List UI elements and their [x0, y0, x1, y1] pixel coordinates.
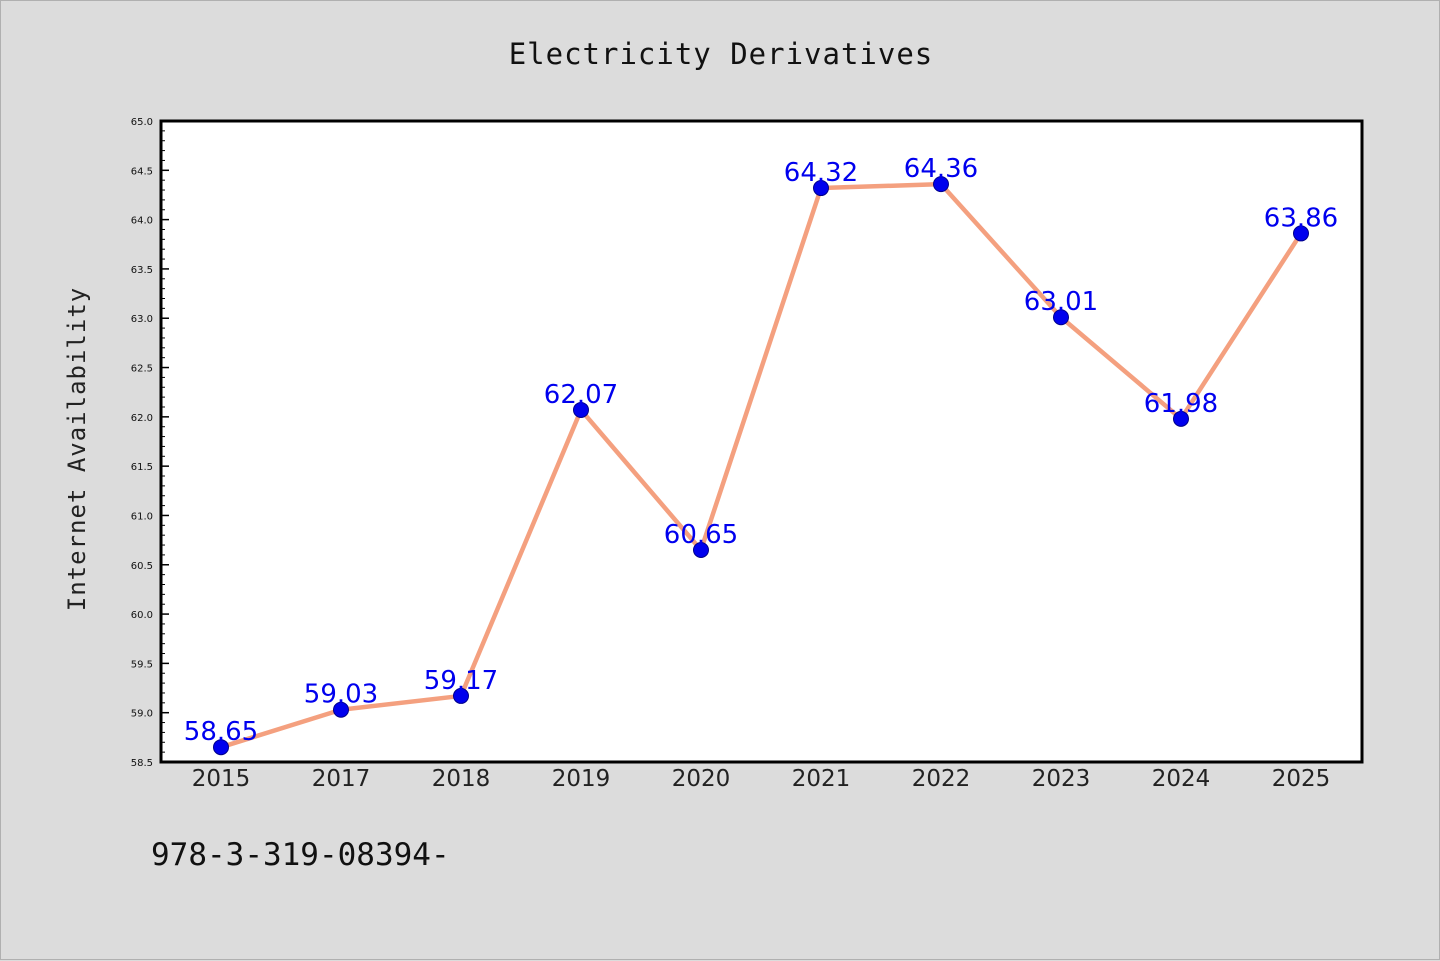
- x-tick-label: 2024: [1152, 766, 1211, 792]
- footnote-text: 978-3-319-08394-: [151, 837, 450, 873]
- y-tick-label: 64.5: [131, 166, 153, 177]
- data-label: 60.65: [664, 520, 738, 550]
- y-tick-label: 63.0: [131, 314, 153, 325]
- y-tick-label: 58.5: [131, 758, 153, 769]
- data-label: 59.03: [304, 680, 378, 710]
- data-point-marker: [1293, 225, 1309, 242]
- data-point-marker: [453, 687, 469, 704]
- data-labels-layer: 58.65 59.03 59.17 62.07 60.65 64.32 64.36 63.01…: [184, 154, 1338, 747]
- y-tick-label: 61.0: [131, 511, 153, 522]
- data-point-marker: [933, 176, 949, 193]
- x-tick-label: 2020: [672, 766, 731, 792]
- y-tick-label: 62.0: [131, 413, 153, 424]
- x-tick-label: 2022: [912, 766, 971, 792]
- data-label: 62.07: [544, 380, 618, 410]
- y-tick-label: 59.5: [131, 659, 153, 670]
- x-axis-ticks: 2015 2017 2018 2019 2020 2021 2022 2023 2024 2025: [192, 766, 1331, 792]
- x-tick-label: 2018: [432, 766, 491, 792]
- plot-area: [159, 119, 1364, 764]
- x-tick-label: 2019: [552, 766, 611, 792]
- data-point-marker: [333, 701, 349, 718]
- x-tick-label: 2015: [192, 766, 251, 792]
- y-tick-label: 62.5: [131, 364, 153, 375]
- data-label: 58.65: [184, 717, 258, 747]
- x-tick-label: 2025: [1272, 766, 1331, 792]
- series-layer: [213, 176, 1309, 756]
- data-label: 64.32: [784, 158, 858, 188]
- data-point-marker: [1053, 309, 1069, 326]
- data-point-marker: [693, 541, 709, 558]
- data-point-marker: [213, 739, 229, 756]
- data-label: 59.17: [424, 666, 498, 696]
- x-tick-label: 2023: [1032, 766, 1091, 792]
- y-tick-label: 61.5: [131, 462, 153, 473]
- y-tick-label: 65.0: [131, 117, 153, 128]
- data-label: 61.98: [1144, 389, 1218, 419]
- data-point-marker: [1173, 410, 1189, 427]
- y-tick-label: 60.0: [131, 610, 153, 621]
- series-line: [218, 181, 1304, 750]
- data-point-marker: [573, 401, 589, 418]
- y-tick-label: 60.5: [131, 561, 153, 572]
- y-tick-label: 59.0: [131, 709, 153, 720]
- y-tick-label: 64.0: [131, 216, 153, 227]
- data-label: 63.86: [1264, 203, 1338, 233]
- y-tick-label: 63.5: [131, 265, 153, 276]
- data-label: 64.36: [904, 154, 978, 184]
- chart-title: Electricity Derivatives: [509, 37, 934, 71]
- y-axis-label: Internet Availability: [63, 287, 91, 611]
- x-tick-label: 2021: [792, 766, 851, 792]
- y-axis-ticks: 58.5 59.0 59.5 60.0 60.5 61.0 61.5 62.0 62.5 63.0…: [131, 117, 169, 769]
- data-point-marker: [813, 180, 829, 197]
- data-label: 63.01: [1024, 287, 1098, 317]
- x-tick-label: 2017: [312, 766, 371, 792]
